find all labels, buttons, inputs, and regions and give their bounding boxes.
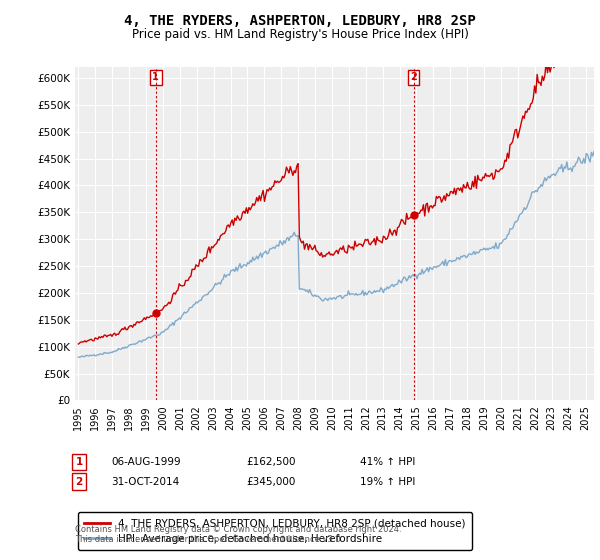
Text: 1: 1 bbox=[152, 72, 159, 82]
Text: 2: 2 bbox=[410, 72, 417, 82]
Text: 41% ↑ HPI: 41% ↑ HPI bbox=[360, 457, 415, 467]
Legend: 4, THE RYDERS, ASHPERTON, LEDBURY, HR8 2SP (detached house), HPI: Average price,: 4, THE RYDERS, ASHPERTON, LEDBURY, HR8 2… bbox=[77, 512, 472, 550]
Text: 4, THE RYDERS, ASHPERTON, LEDBURY, HR8 2SP: 4, THE RYDERS, ASHPERTON, LEDBURY, HR8 2… bbox=[124, 14, 476, 28]
Text: 1: 1 bbox=[76, 457, 83, 467]
Text: £345,000: £345,000 bbox=[246, 477, 295, 487]
Text: 19% ↑ HPI: 19% ↑ HPI bbox=[360, 477, 415, 487]
Text: 2: 2 bbox=[76, 477, 83, 487]
Text: 06-AUG-1999: 06-AUG-1999 bbox=[111, 457, 181, 467]
Text: 31-OCT-2014: 31-OCT-2014 bbox=[111, 477, 179, 487]
Text: Price paid vs. HM Land Registry's House Price Index (HPI): Price paid vs. HM Land Registry's House … bbox=[131, 28, 469, 41]
Text: Contains HM Land Registry data © Crown copyright and database right 2024.
This d: Contains HM Land Registry data © Crown c… bbox=[75, 525, 401, 544]
Text: £162,500: £162,500 bbox=[246, 457, 296, 467]
